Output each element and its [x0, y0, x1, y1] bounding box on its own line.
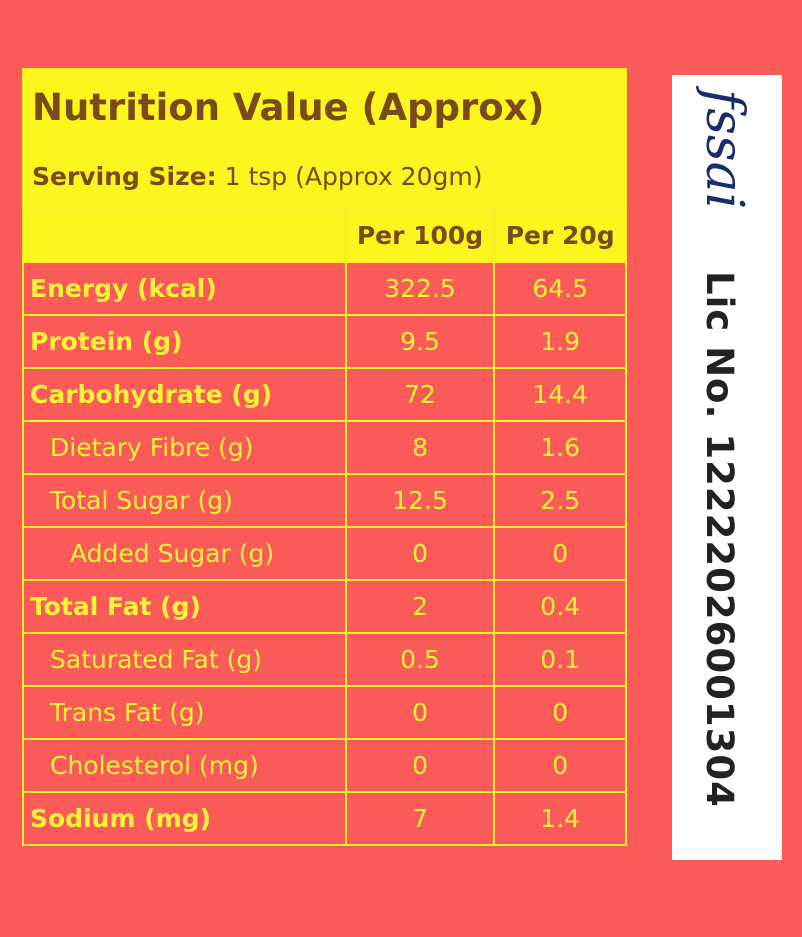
cell-value: 64.5: [493, 261, 627, 316]
cell-value: 0: [344, 685, 496, 740]
table-row: Energy (kcal) 322.5 64.5: [22, 261, 627, 316]
row-label: Added Sugar (g): [22, 526, 347, 581]
column-header: Per 100g: [344, 207, 496, 263]
table-row: Total Fat (g) 2 0.4: [22, 579, 627, 634]
table-row: Dietary Fibre (g) 8 1.6: [22, 420, 627, 475]
table-row: Protein (g) 9.5 1.9: [22, 314, 627, 369]
row-label: Energy (kcal): [22, 261, 347, 316]
serving-label: Serving Size:: [32, 162, 217, 191]
fssai-badge: fssai Lic No. 12222026001304: [672, 75, 782, 860]
cell-value: 0: [344, 526, 496, 581]
cell-value: 0.1: [493, 632, 627, 687]
table-row: Total Sugar (g) 12.5 2.5: [22, 473, 627, 528]
cell-value: 8: [344, 420, 496, 475]
row-label: Total Sugar (g): [22, 473, 347, 528]
row-label: Saturated Fat (g): [22, 632, 347, 687]
table-row: Saturated Fat (g) 0.5 0.1: [22, 632, 627, 687]
row-label: Dietary Fibre (g): [22, 420, 347, 475]
row-label: Total Fat (g): [22, 579, 347, 634]
title: Nutrition Value (Approx): [32, 86, 545, 129]
cell-value: 12.5: [344, 473, 496, 528]
cell-value: 322.5: [344, 261, 496, 316]
row-label: Sodium (mg): [22, 791, 347, 846]
header-row: Per 100g Per 20g: [22, 207, 627, 263]
cell-value: 1.4: [493, 791, 627, 846]
cell-value: 14.4: [493, 367, 627, 422]
license-number: Lic No. 12222026001304: [698, 271, 741, 808]
serving-size: Serving Size: 1 tsp (Approx 20gm): [32, 162, 482, 191]
cell-value: 2.5: [493, 473, 627, 528]
table-row: Carbohydrate (g) 72 14.4: [22, 367, 627, 422]
corner-cell: [22, 207, 347, 263]
cell-value: 9.5: [344, 314, 496, 369]
table-row: Sodium (mg) 7 1.4: [22, 791, 627, 846]
row-label: Protein (g): [22, 314, 347, 369]
cell-value: 72: [344, 367, 496, 422]
cell-value: 1.6: [493, 420, 627, 475]
table-row: Cholesterol (mg) 0 0: [22, 738, 627, 793]
cell-value: 2: [344, 579, 496, 634]
cell-value: 1.9: [493, 314, 627, 369]
nutrition-table: Per 100g Per 20g Energy (kcal) 322.5 64.5 Pro…: [22, 207, 627, 846]
row-label: Trans Fat (g): [22, 685, 347, 740]
serving-value: 1 tsp (Approx 20gm): [224, 162, 483, 191]
cell-value: 0: [493, 685, 627, 740]
cell-value: 0: [344, 738, 496, 793]
column-header: Per 20g: [493, 207, 627, 263]
cell-value: 0: [493, 526, 627, 581]
fssai-logo: fssai: [694, 89, 754, 210]
cell-value: 7: [344, 791, 496, 846]
table-row: Trans Fat (g) 0 0: [22, 685, 627, 740]
row-label: Carbohydrate (g): [22, 367, 347, 422]
table-row: Added Sugar (g) 0 0: [22, 526, 627, 581]
cell-value: 0: [493, 738, 627, 793]
cell-value: 0.5: [344, 632, 496, 687]
cell-value: 0.4: [493, 579, 627, 634]
row-label: Cholesterol (mg): [22, 738, 347, 793]
header: Nutrition Value (Approx) Serving Size: 1…: [22, 68, 627, 207]
